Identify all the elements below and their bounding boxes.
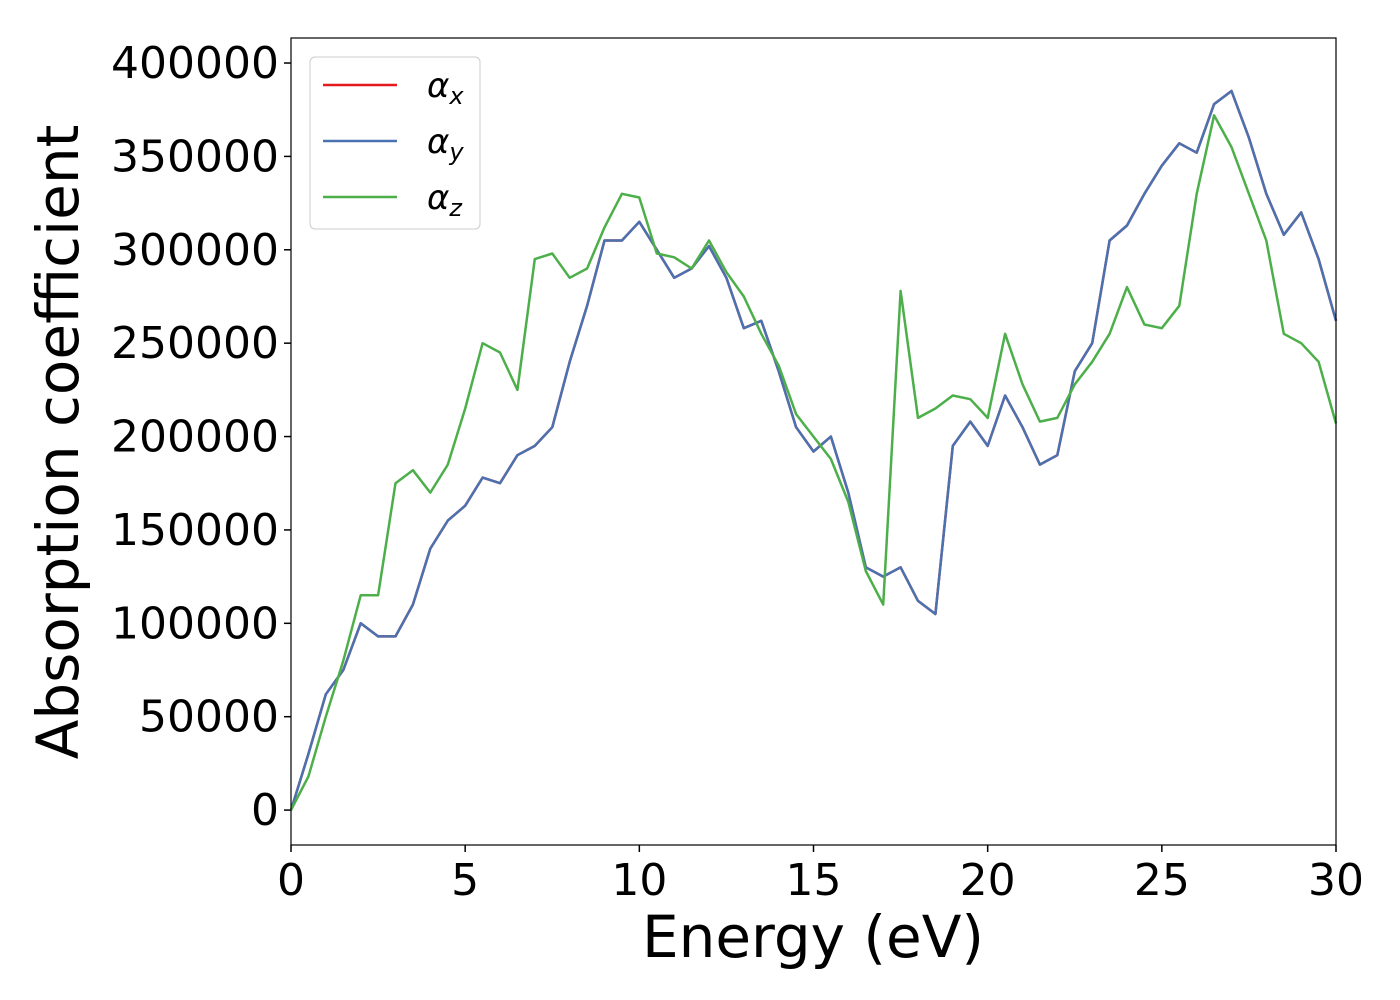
series-line bbox=[289, 114, 1338, 811]
x-tick-label: 20 bbox=[960, 855, 1016, 906]
y-tick-label: 250000 bbox=[111, 318, 279, 369]
plot-frame bbox=[290, 37, 1337, 846]
y-tick-label: 150000 bbox=[111, 505, 279, 556]
y-tick-label: 400000 bbox=[111, 38, 279, 89]
legend-label: αx bbox=[427, 66, 464, 110]
y-tick-label: 50000 bbox=[139, 692, 279, 743]
y-tick-label: 200000 bbox=[111, 412, 279, 463]
x-tick-label: 25 bbox=[1134, 855, 1190, 906]
legend-box bbox=[309, 56, 481, 230]
x-tick-label: 30 bbox=[1308, 855, 1364, 906]
legend-label: αz bbox=[427, 178, 463, 222]
x-tick-label: 0 bbox=[277, 855, 305, 906]
y-axis-label: Absorption coefficient bbox=[24, 125, 92, 760]
y-tick-label: 300000 bbox=[111, 225, 279, 276]
legend-label: αy bbox=[427, 122, 464, 166]
y-tick-label: 350000 bbox=[111, 131, 279, 182]
x-tick-label: 5 bbox=[451, 855, 479, 906]
x-tick-label: 10 bbox=[611, 855, 667, 906]
y-tick-label: 0 bbox=[251, 785, 279, 836]
x-axis-label: Energy (eV) bbox=[642, 903, 984, 971]
x-tick-label: 15 bbox=[786, 855, 842, 906]
y-tick-label: 100000 bbox=[111, 598, 279, 649]
series-line bbox=[289, 89, 1338, 811]
